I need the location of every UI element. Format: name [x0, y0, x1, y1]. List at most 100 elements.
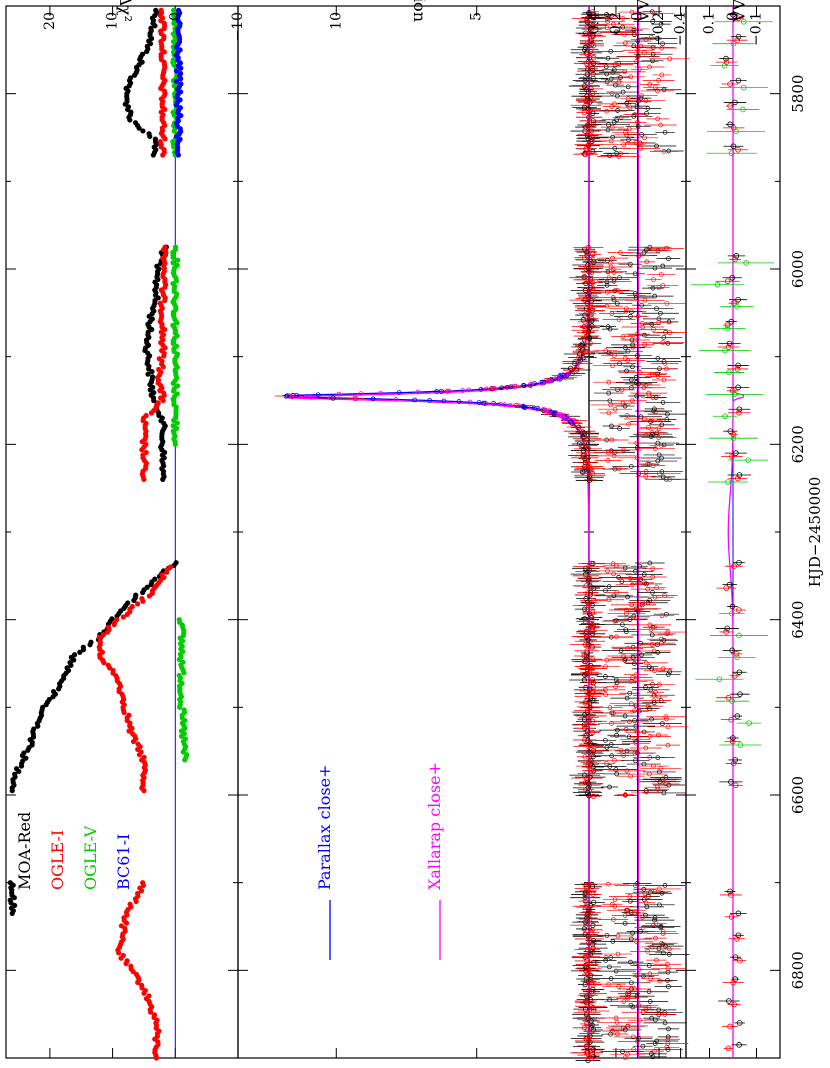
residual-point: [633, 295, 639, 301]
mag-point: [586, 782, 593, 788]
residual-point: [615, 1031, 620, 1037]
residual-point: [631, 113, 637, 119]
residual-point: [624, 768, 630, 774]
residual-point: [603, 737, 608, 743]
residual-point: [659, 422, 665, 428]
chi2-point: [18, 763, 25, 769]
residual-point: [658, 442, 664, 448]
residual-point: [622, 1055, 628, 1061]
mag-point: [583, 146, 589, 152]
mag-peak-point: [564, 372, 570, 378]
axis-labels: 5800 6000 6200 6400 6600 6800 HJD−2450000 −10 0 1…: [15, 0, 824, 989]
mag-point: [587, 620, 593, 627]
residual-point: [633, 677, 639, 683]
mag-peak-point: [481, 400, 487, 406]
mag-point: [589, 927, 595, 933]
chi2-point: [145, 371, 151, 377]
mag-point: [584, 568, 591, 575]
mag-point: [588, 929, 594, 936]
diff-point: [731, 391, 738, 398]
residual-point: [635, 123, 641, 129]
residual-point: [635, 1039, 640, 1044]
model-curve-0: [285, 6, 590, 1058]
diff-point: [726, 998, 732, 1004]
residual-point: [603, 674, 608, 679]
diff-point: [730, 760, 737, 767]
residual-point: [638, 43, 644, 49]
residual-point: [632, 750, 638, 756]
mag-point: [582, 737, 588, 743]
residual-point: [644, 259, 650, 265]
residual-point: [624, 413, 630, 418]
residual-point: [634, 729, 640, 735]
residual-point: [605, 258, 610, 263]
diff-point: [722, 413, 728, 420]
diff-point: [736, 472, 743, 478]
mag-point: [586, 950, 592, 956]
residual-point: [621, 447, 626, 453]
mag-point: [581, 431, 588, 437]
chi2-point: [135, 746, 141, 753]
residual-point: [611, 710, 616, 716]
residual-point: [607, 784, 612, 790]
mag-point: [587, 774, 593, 780]
residual-point: [614, 732, 619, 738]
mag-peak-point: [441, 398, 447, 404]
residual-point: [667, 56, 672, 62]
residual-point: [636, 651, 642, 656]
chi2-point: [171, 128, 177, 134]
residual-point: [606, 390, 612, 396]
residual-point: [614, 301, 620, 306]
residual-point: [622, 565, 628, 571]
chi2-point: [104, 629, 111, 635]
diff-point: [731, 563, 737, 569]
residual-point: [632, 986, 637, 992]
diff-point: [735, 77, 742, 84]
mag-point: [580, 430, 587, 436]
residual-point: [647, 999, 653, 1004]
mag-point: [588, 560, 594, 566]
residual-point: [604, 744, 610, 750]
mag-point: [590, 718, 596, 724]
mag-point: [586, 760, 592, 766]
residual-point: [607, 705, 613, 710]
residual-point: [622, 69, 627, 75]
residual-point: [607, 763, 613, 769]
residual-point: [665, 1047, 671, 1052]
residual-point: [639, 652, 644, 658]
diff-point: [733, 450, 739, 456]
diff-point: [735, 33, 742, 40]
diff-point: [723, 585, 730, 591]
residual-point: [643, 37, 649, 42]
chi2-point: [175, 152, 182, 158]
diff-point: [735, 146, 741, 153]
residual-point: [622, 403, 628, 409]
chi2-point: [160, 364, 166, 370]
residual-point: [618, 747, 624, 753]
residual-point: [603, 692, 609, 697]
hjd-tick-label: 6200: [789, 425, 807, 463]
mag-point: [586, 575, 593, 581]
residual-point: [615, 951, 621, 957]
mag-point: [584, 599, 591, 605]
mag-point: [587, 340, 593, 347]
residual-point: [605, 458, 611, 463]
residual-point: [640, 914, 645, 920]
mag-point: [591, 259, 597, 265]
residual-point: [661, 637, 667, 643]
chi2-point: [164, 569, 170, 575]
mag-point: [482, 400, 488, 406]
mag-peak-point: [484, 386, 489, 392]
residual-point: [633, 723, 639, 729]
value-tick-label: 0: [725, 12, 741, 21]
mag-point: [586, 987, 592, 993]
legend-label: OGLE-V: [81, 825, 100, 890]
residual-point: [605, 127, 611, 133]
residual-point: [650, 574, 656, 580]
diff-point: [725, 479, 731, 485]
residual-point: [666, 984, 671, 989]
residual-point: [611, 593, 617, 599]
residual-point: [640, 1043, 646, 1049]
chi2-point: [9, 910, 15, 916]
